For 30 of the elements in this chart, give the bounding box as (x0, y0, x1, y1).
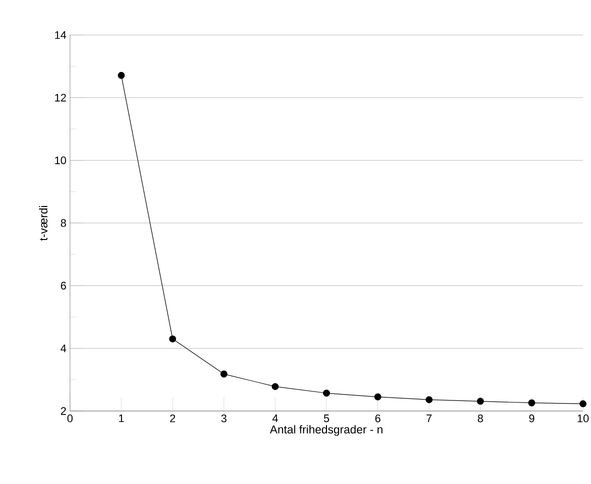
point (323, 390, 330, 397)
point (374, 393, 382, 400)
y-tick-label: 8 (60, 219, 66, 227)
point (272, 383, 279, 390)
point (528, 399, 536, 406)
x-tick-label: 3 (221, 414, 226, 422)
x-tick-label: 8 (478, 414, 483, 422)
x-tick-label: 7 (426, 414, 432, 422)
y-tick-label: 12 (55, 94, 66, 102)
x-tick-label: 10 (578, 414, 589, 422)
x-tick-label: 6 (375, 414, 380, 422)
point (426, 396, 433, 404)
point (580, 400, 586, 408)
x-tick-label: 5 (324, 414, 330, 422)
point (476, 398, 484, 405)
x-tick-label: 1 (119, 414, 124, 422)
point (220, 370, 228, 378)
y-tick-label: 4 (60, 344, 66, 352)
y-tick-label: 10 (55, 156, 66, 164)
y-axis-title: t-værdi (39, 206, 48, 241)
x-tick-label: 2 (170, 414, 176, 422)
y-tick-label: 14 (55, 31, 66, 39)
x-tick-label: 0 (67, 414, 73, 422)
y-tick-label: 2 (60, 407, 66, 415)
x-tick-label: 4 (272, 414, 278, 422)
y-tick-label: 6 (60, 282, 66, 290)
x-tick-label: 9 (529, 414, 534, 422)
point (169, 335, 176, 342)
x-axis-title: Antal frihedsgrader - n (270, 425, 382, 436)
point (118, 72, 125, 79)
